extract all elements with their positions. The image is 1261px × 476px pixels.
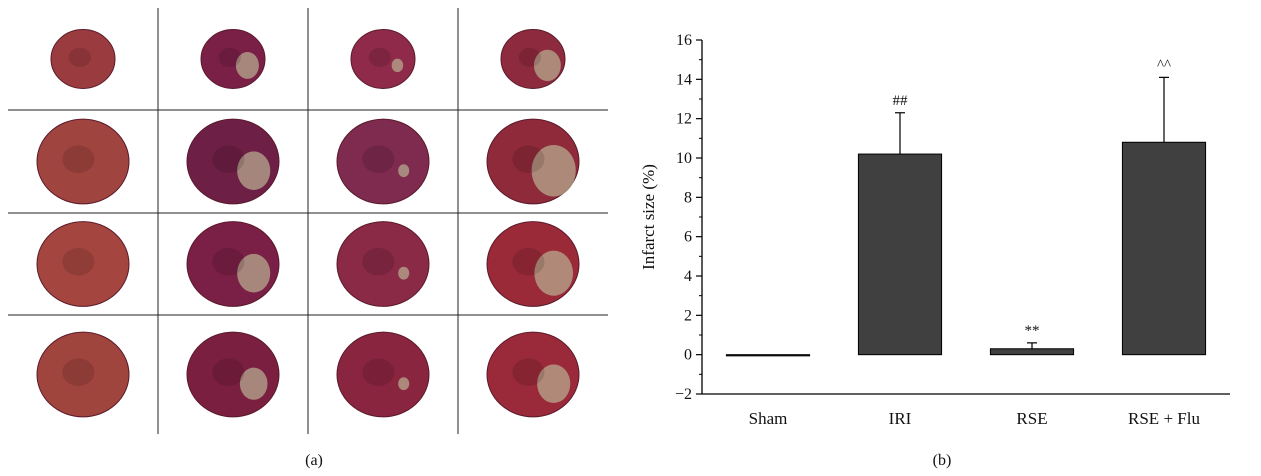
y-tick-label: 2 — [684, 307, 692, 324]
x-tick-label: RSE + Flu — [1128, 409, 1200, 428]
infarct-region — [398, 266, 410, 280]
panel-b-caption: (b) — [932, 452, 952, 469]
infarct-region — [235, 51, 259, 79]
y-tick-label: 16 — [676, 32, 692, 49]
heart-slice-r1-c3 — [350, 29, 416, 89]
y-tick-label: −2 — [675, 386, 692, 403]
y-tick-label: 10 — [676, 150, 692, 167]
slice-lumen-shade — [62, 247, 95, 276]
y-tick-label: 6 — [684, 229, 692, 246]
infarct-region — [237, 253, 271, 293]
heart-slice-tissue — [50, 29, 116, 89]
infarct-region — [533, 49, 561, 82]
heart-slice-r3-c2 — [186, 221, 280, 307]
heart-slice-r1-c2 — [200, 29, 266, 89]
heart-slice-r2-c2 — [186, 118, 280, 205]
slice-lumen-shade — [362, 247, 395, 276]
heart-slice-r1-c1 — [50, 29, 116, 89]
slice-lumen-shade — [362, 358, 395, 387]
heart-slice-r4-c2 — [186, 331, 280, 418]
infarct-region — [237, 151, 271, 191]
bar-rse-flu — [1121, 141, 1207, 356]
x-tick-label: Sham — [749, 409, 788, 428]
infarct-region — [534, 250, 574, 296]
heart-slice-tissue — [350, 29, 416, 89]
heart-slice-tissue — [336, 118, 430, 205]
heart-slice-tissue — [36, 118, 130, 205]
y-tick-label: 0 — [684, 347, 692, 364]
x-tick-label: IRI — [889, 409, 912, 428]
heart-slice-r3-c1 — [36, 221, 130, 307]
slice-lumen-shade — [212, 247, 245, 276]
bar-sham — [725, 354, 811, 357]
heart-slice-image-grid — [8, 8, 608, 434]
heart-slice-r4-c4 — [486, 331, 580, 418]
x-tick-label: RSE — [1016, 409, 1047, 428]
y-tick-label: 4 — [684, 268, 692, 285]
infarct-region — [398, 377, 410, 391]
heart-slice-r3-c4 — [486, 221, 580, 307]
heart-slice-r2-c3 — [336, 118, 430, 205]
heart-slice-tissue — [336, 221, 430, 307]
slice-lumen-shade — [62, 358, 95, 387]
slice-lumen-shade — [368, 47, 391, 67]
y-axis-label: Infarct size (%) — [639, 164, 658, 270]
infarct-region — [398, 164, 410, 178]
bar-iri — [857, 153, 943, 356]
infarct-region — [537, 364, 571, 404]
infarct-region — [239, 367, 268, 400]
heart-slice-r2-c1 — [36, 118, 130, 205]
significance-marker: ^^ — [1157, 57, 1171, 73]
slice-lumen-shade — [218, 47, 241, 67]
heart-slice-tissue — [36, 331, 130, 418]
panel-a-caption: (a) — [305, 452, 323, 469]
infarct-region — [531, 144, 576, 197]
slice-lumen-shade — [362, 145, 395, 173]
significance-marker: ** — [1025, 323, 1040, 339]
heart-slice-r3-c3 — [336, 221, 430, 307]
bar-chart-svg: −2 0 2 4 6 8 10 12 14 16 Infarct size (%) Sham ## IRI… — [639, 32, 1230, 428]
heart-slice-grid-svg — [8, 8, 608, 434]
heart-slice-r2-c4 — [486, 118, 580, 205]
y-tick-label: 14 — [676, 71, 692, 88]
heart-slice-tissue — [336, 331, 430, 418]
significance-marker: ## — [893, 93, 909, 109]
slice-lumen-shade — [512, 247, 545, 276]
heart-slice-r4-c3 — [336, 331, 430, 418]
bar-rse — [989, 348, 1075, 356]
slice-lumen-shade — [518, 47, 541, 67]
infarct-region — [391, 58, 404, 73]
y-tick-label: 8 — [684, 189, 692, 206]
slice-lumen-shade — [512, 145, 545, 173]
heart-slice-tissue — [36, 221, 130, 307]
infarct-size-bar-chart: −2 0 2 4 6 8 10 12 14 16 Infarct size (%) Sham ## IRI… — [630, 20, 1250, 440]
slice-lumen-shade — [212, 358, 245, 387]
heart-slice-r1-c4 — [500, 29, 566, 89]
y-tick-label: 12 — [676, 111, 692, 128]
slice-lumen-shade — [68, 47, 91, 67]
heart-slice-r4-c1 — [36, 331, 130, 418]
slice-lumen-shade — [512, 358, 545, 387]
slice-lumen-shade — [212, 145, 245, 173]
slice-lumen-shade — [62, 145, 95, 173]
